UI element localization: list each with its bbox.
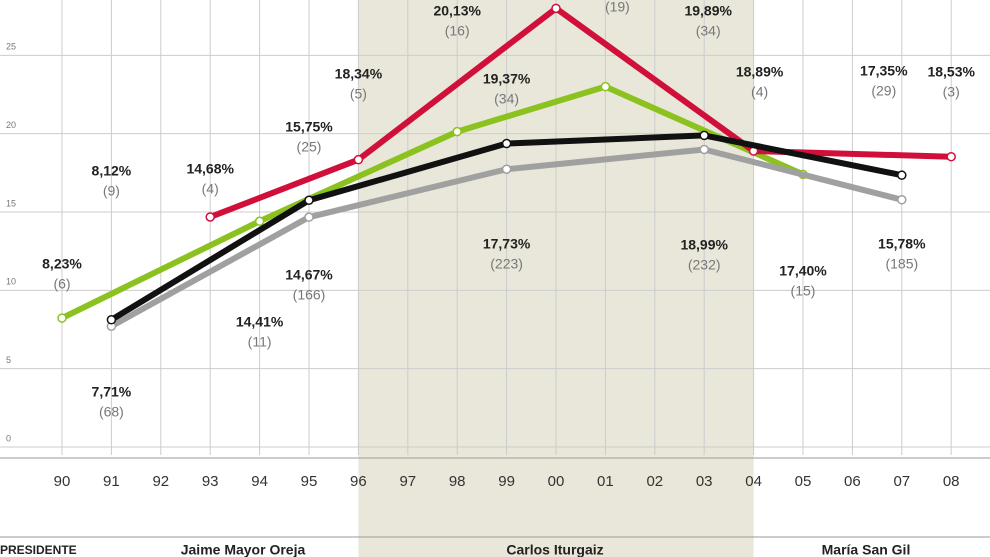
x-tick-label: 02	[646, 473, 663, 490]
seat-label: (4)	[751, 84, 768, 100]
value-label: 8,23%	[42, 256, 82, 272]
point	[897, 170, 907, 180]
point	[600, 81, 611, 92]
point	[551, 3, 561, 14]
x-tick-label: 93	[202, 473, 219, 490]
x-tick-label: 05	[795, 473, 812, 490]
seat-label: (3)	[943, 84, 960, 100]
point	[946, 151, 956, 162]
president-name: Jaime Mayor Oreja	[181, 542, 306, 557]
seat-label: (4)	[202, 181, 219, 197]
value-label: 20,13%	[433, 3, 481, 19]
value-label: 17,40%	[779, 263, 827, 279]
point	[452, 126, 462, 137]
y-tick-label: 0	[6, 433, 11, 443]
point	[353, 154, 364, 165]
point	[254, 216, 265, 226]
point	[304, 195, 314, 205]
value-label: 7,71%	[92, 384, 132, 400]
point	[304, 212, 314, 222]
seat-label: (232)	[688, 257, 721, 273]
value-label: 18,53%	[927, 64, 975, 80]
x-tick-label: 90	[54, 473, 71, 490]
x-tick-label: 07	[893, 473, 910, 490]
point	[57, 313, 67, 323]
x-tick-label: 06	[844, 473, 861, 490]
x-tick-label: 00	[548, 473, 565, 490]
point	[897, 195, 907, 205]
seat-label: (166)	[293, 287, 326, 303]
seat-label: (34)	[494, 91, 519, 107]
point	[699, 144, 709, 155]
president-name: María San Gil	[822, 542, 911, 557]
value-label: 14,68%	[186, 161, 234, 177]
seat-label: (34)	[696, 23, 721, 39]
point	[106, 315, 117, 325]
presidents-heading: PRESIDENTE	[0, 543, 77, 557]
y-tick-label: 15	[6, 198, 16, 208]
x-tick-label: 99	[498, 473, 515, 490]
value-label: 8,12%	[92, 163, 132, 179]
value-label: 18,89%	[736, 64, 784, 80]
x-tick-label: 08	[943, 473, 960, 490]
seat-label: (25)	[297, 139, 322, 155]
y-tick-label: 10	[6, 277, 16, 287]
seat-label: (185)	[885, 256, 918, 272]
point	[699, 130, 709, 141]
point	[501, 138, 512, 149]
y-tick-label: 25	[6, 42, 16, 52]
seat-label: (29)	[871, 83, 896, 99]
value-label: 14,67%	[285, 267, 333, 283]
seat-label: (16)	[445, 23, 470, 39]
value-label: 18,34%	[335, 66, 383, 82]
x-tick-label: 92	[152, 473, 169, 490]
y-tick-label: 20	[6, 120, 16, 130]
seat-label: (19)	[605, 0, 630, 15]
x-tick-label: 95	[301, 473, 318, 490]
value-label: 17,73%	[483, 236, 531, 252]
value-label: 19,89%	[684, 3, 732, 19]
seat-label: (6)	[53, 276, 70, 292]
value-label: 15,75%	[285, 119, 333, 135]
president-name: Carlos Iturgaiz	[506, 542, 603, 557]
value-label: 19,37%	[483, 71, 531, 87]
seat-label: (223)	[490, 256, 523, 272]
value-label: 18,99%	[680, 237, 728, 253]
value-label: 17,35%	[860, 63, 908, 79]
seat-label: (9)	[103, 183, 120, 199]
seat-label: (11)	[248, 334, 272, 350]
x-tick-label: 97	[399, 473, 416, 490]
seat-label: (68)	[99, 404, 124, 420]
seat-label: (5)	[350, 86, 367, 102]
point	[205, 212, 215, 222]
value-label: 15,78%	[878, 236, 926, 252]
x-tick-label: 98	[449, 473, 466, 490]
x-tick-label: 91	[103, 473, 120, 490]
x-tick-label: 96	[350, 473, 367, 490]
x-tick-label: 04	[745, 473, 762, 490]
x-tick-label: 03	[696, 473, 713, 490]
value-label: 14,41%	[236, 314, 284, 330]
seat-label: (15)	[791, 283, 816, 299]
point	[501, 164, 512, 174]
y-tick-label: 5	[6, 355, 11, 365]
x-tick-label: 01	[597, 473, 614, 490]
x-tick-label: 94	[251, 473, 268, 490]
